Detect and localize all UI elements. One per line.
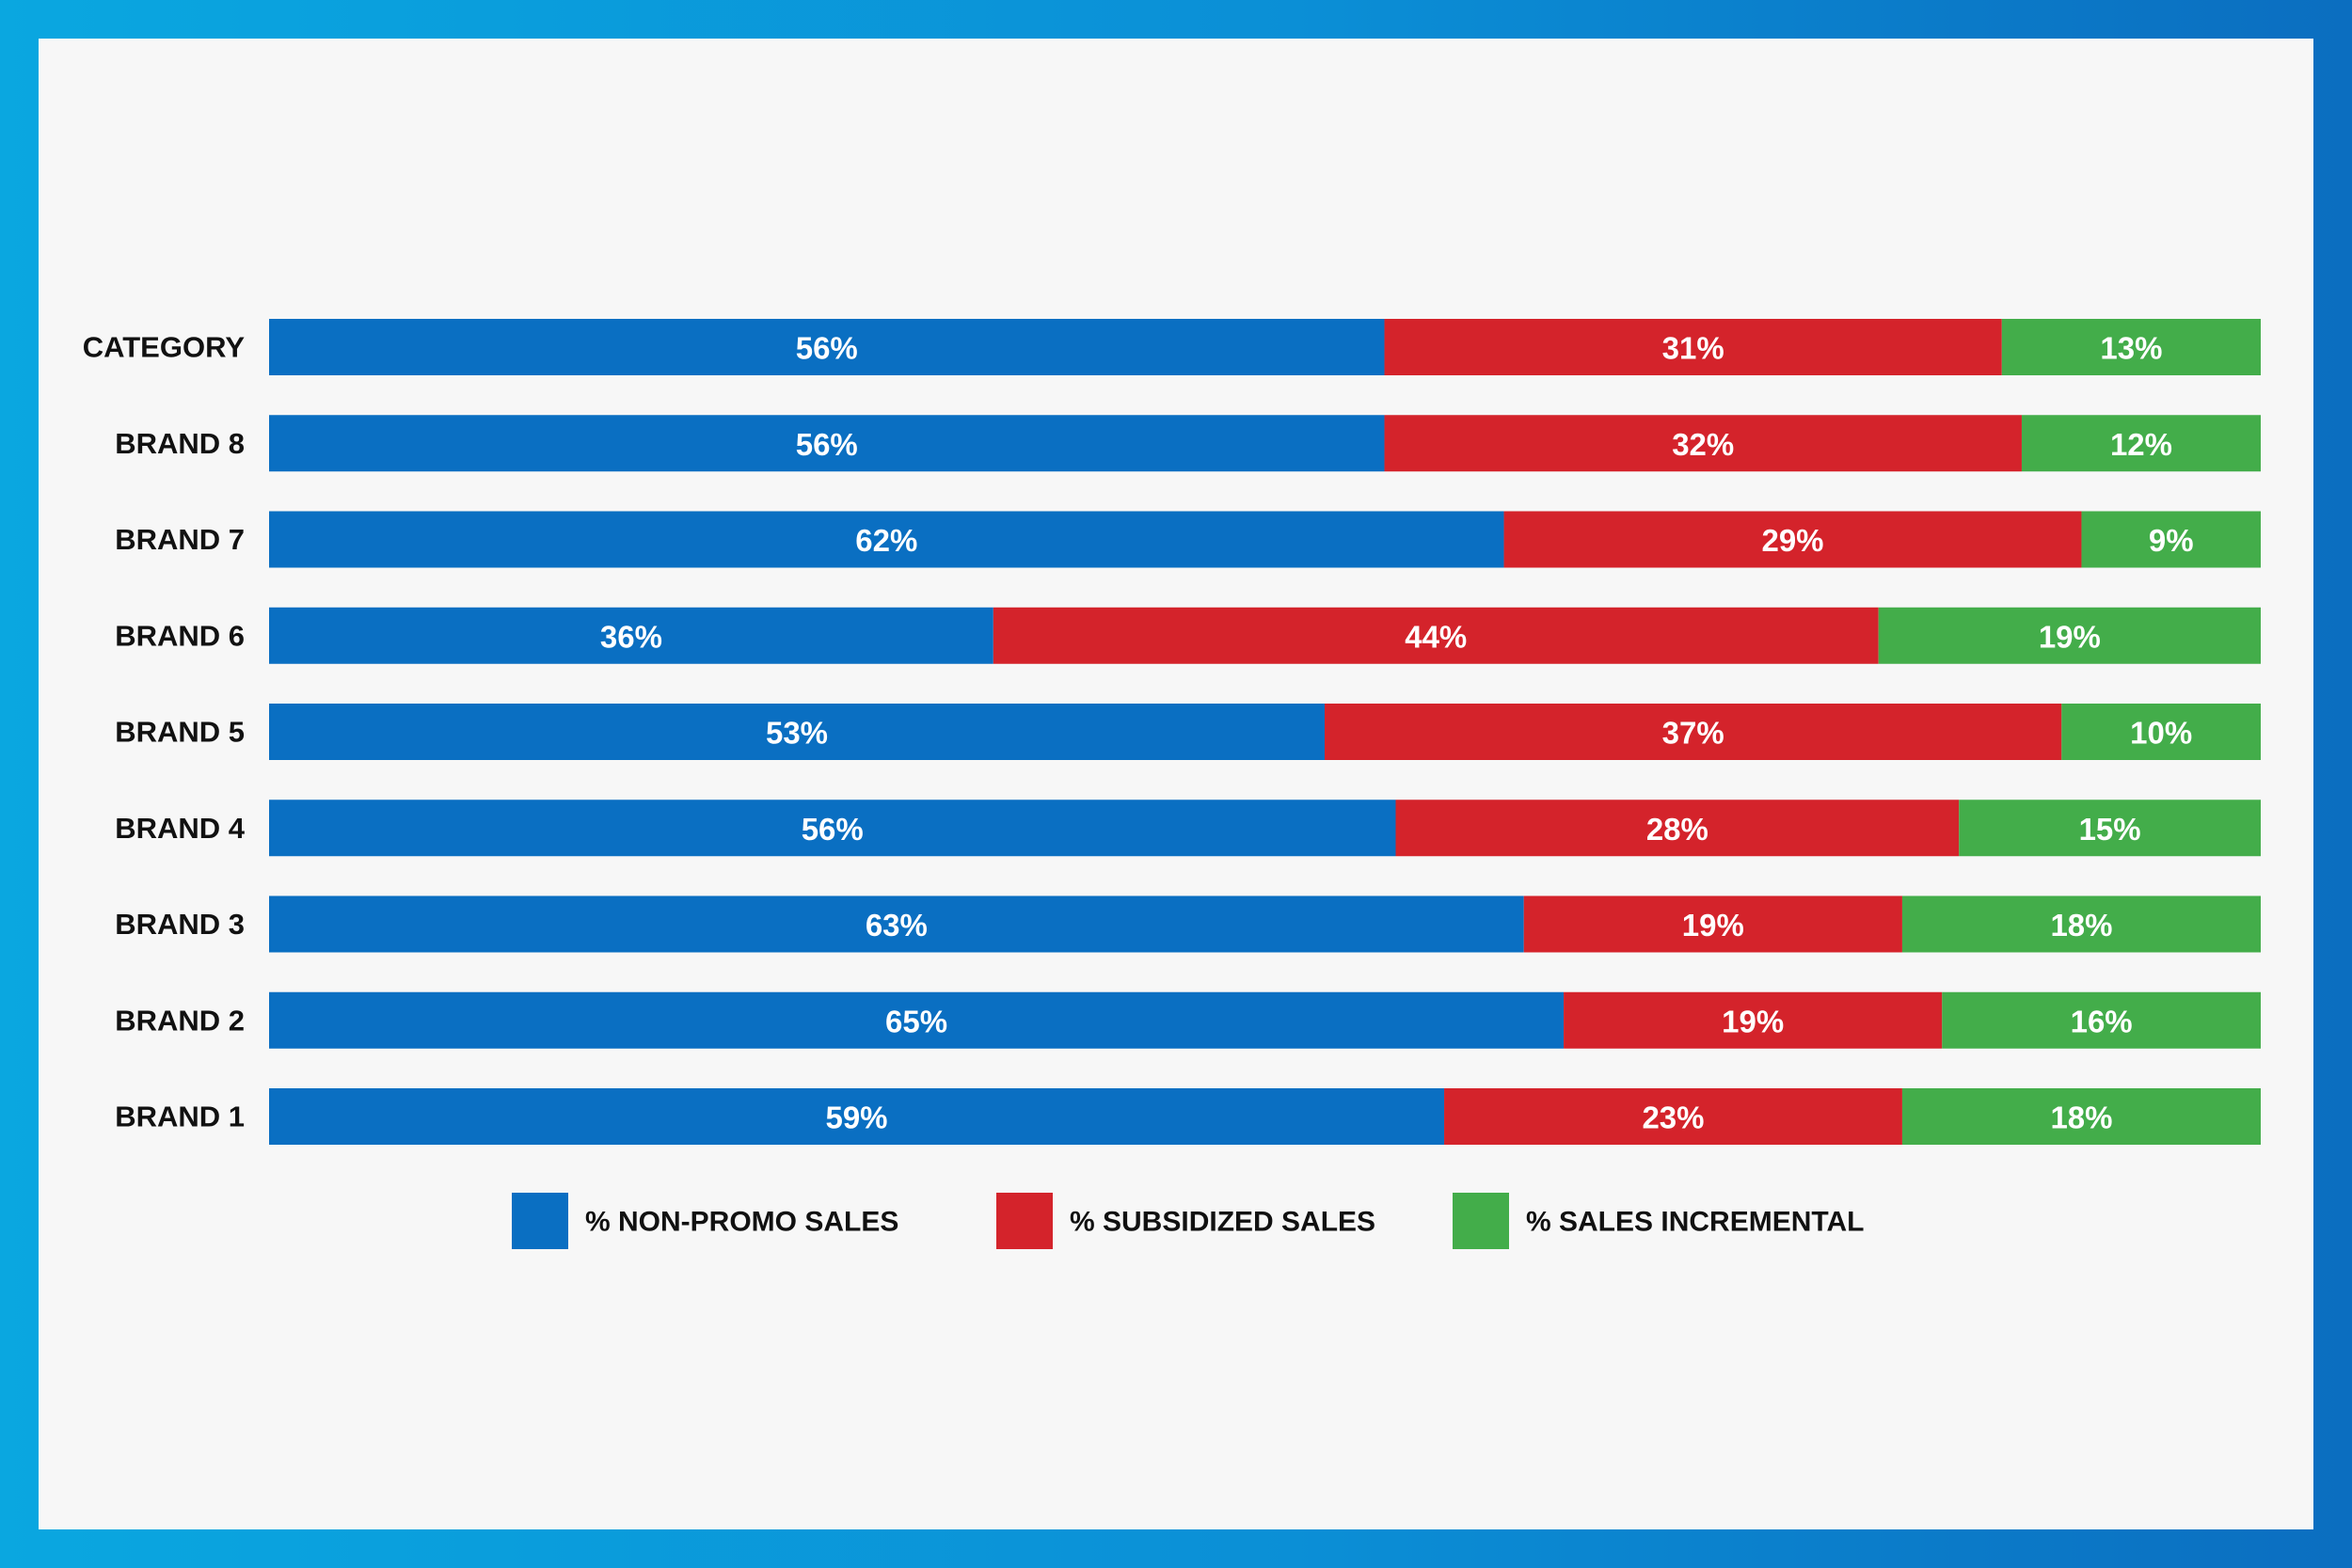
legend-item: % SALES INCREMENTAL: [1453, 1193, 1864, 1249]
bar-row: BRAND 4 56% 28% 15%: [115, 800, 2261, 857]
data-label: 59%: [825, 1101, 887, 1135]
bar-segment: [1384, 319, 2002, 375]
bar-segment: [269, 991, 1565, 1049]
data-label: 56%: [796, 427, 858, 462]
data-label: 19%: [2039, 619, 2101, 654]
bar-segment: [993, 607, 1879, 664]
bar-segment: [269, 415, 1385, 472]
data-label: 28%: [1646, 812, 1708, 847]
bar-row: BRAND 2 65% 19% 16%: [115, 991, 2261, 1049]
legend-swatch: [512, 1193, 568, 1249]
bar-row: CATEGORY 56% 31% 13%: [83, 319, 2261, 375]
legend-label: % SALES INCREMENTAL: [1526, 1207, 1864, 1238]
bar-row: BRAND 5 53% 37% 10%: [115, 704, 2261, 760]
data-label: 10%: [2130, 716, 2192, 751]
data-label: 36%: [600, 619, 662, 654]
data-label: 19%: [1682, 908, 1744, 942]
data-label: 29%: [1761, 523, 1823, 558]
data-label: 63%: [866, 908, 928, 942]
legend-swatch: [1453, 1193, 1509, 1249]
bar-row: BRAND 3 63% 19% 18%: [115, 895, 2261, 953]
legend: % NON-PROMO SALES % SUBSIDIZED SALES % SAL…: [512, 1193, 1864, 1249]
data-label: 18%: [2050, 1101, 2112, 1135]
data-label: 19%: [1722, 1004, 1784, 1038]
data-label: 62%: [855, 523, 917, 558]
bar-row: BRAND 6 36% 44% 19%: [115, 607, 2261, 664]
data-label: 37%: [1662, 716, 1724, 751]
bar-segment: [1503, 511, 2082, 568]
bar-segment: [1444, 1088, 1902, 1145]
bar-segment: [1878, 607, 2261, 664]
category-label: CATEGORY: [83, 331, 246, 364]
bar-segment: [1325, 704, 2062, 760]
bars-layer: CATEGORY 56% 31% 13% BRAND 8 56% 32% 12% BRAND 7…: [83, 319, 2261, 1145]
data-label: 18%: [2050, 908, 2112, 942]
bar-row: BRAND 7 62% 29% 9%: [115, 511, 2261, 568]
data-label: 9%: [2149, 523, 2194, 558]
bar-segment: [269, 895, 1524, 953]
legend-item: % SUBSIDIZED SALES: [996, 1193, 1375, 1249]
bar-segment: [2021, 415, 2261, 472]
data-label: 56%: [796, 331, 858, 366]
legend-swatch: [996, 1193, 1053, 1249]
bar-segment: [1395, 800, 1960, 857]
bar-segment: [269, 511, 1504, 568]
category-label: BRAND 2: [115, 1004, 245, 1037]
bar-segment: [2081, 511, 2261, 568]
data-label: 16%: [2071, 1004, 2133, 1038]
bar-row: BRAND 1 59% 23% 18%: [115, 1088, 2261, 1145]
bar-segment: [1901, 1088, 2261, 1145]
data-label: 32%: [1672, 427, 1734, 462]
bar-segment: [1564, 991, 1943, 1049]
category-label: BRAND 7: [115, 523, 245, 556]
bar-segment: [269, 704, 1326, 760]
bar-segment: [1901, 895, 2261, 953]
legend-label: % NON-PROMO SALES: [585, 1207, 898, 1238]
bar-segment: [269, 1088, 1445, 1145]
data-label: 44%: [1405, 619, 1467, 654]
category-label: BRAND 5: [115, 716, 245, 749]
data-label: 12%: [2110, 427, 2172, 462]
bar-segment: [269, 607, 993, 664]
category-label: BRAND 4: [115, 812, 246, 845]
bar-segment: [1523, 895, 1902, 953]
data-label: 15%: [2079, 812, 2141, 847]
data-label: 65%: [885, 1004, 947, 1038]
data-label: 53%: [766, 716, 828, 751]
bar-segment: [269, 800, 1396, 857]
data-label: 31%: [1662, 331, 1724, 366]
data-label: 23%: [1642, 1101, 1704, 1135]
bar-segment: [1959, 800, 2261, 857]
bar-segment: [2061, 704, 2261, 760]
chart-panel: [39, 39, 2313, 1529]
category-label: BRAND 3: [115, 908, 245, 941]
bar-segment: [2001, 319, 2261, 375]
data-label: 13%: [2100, 331, 2162, 366]
bar-row: BRAND 8 56% 32% 12%: [115, 415, 2261, 472]
data-label: 56%: [802, 812, 864, 847]
legend-label: % SUBSIDIZED SALES: [1070, 1207, 1375, 1238]
legend-item: % NON-PROMO SALES: [512, 1193, 898, 1249]
category-label: BRAND 8: [115, 427, 245, 460]
bar-segment: [269, 319, 1385, 375]
bar-segment: [1942, 991, 2261, 1049]
category-label: BRAND 6: [115, 619, 245, 652]
bar-segment: [1384, 415, 2022, 472]
category-label: BRAND 1: [115, 1101, 245, 1133]
